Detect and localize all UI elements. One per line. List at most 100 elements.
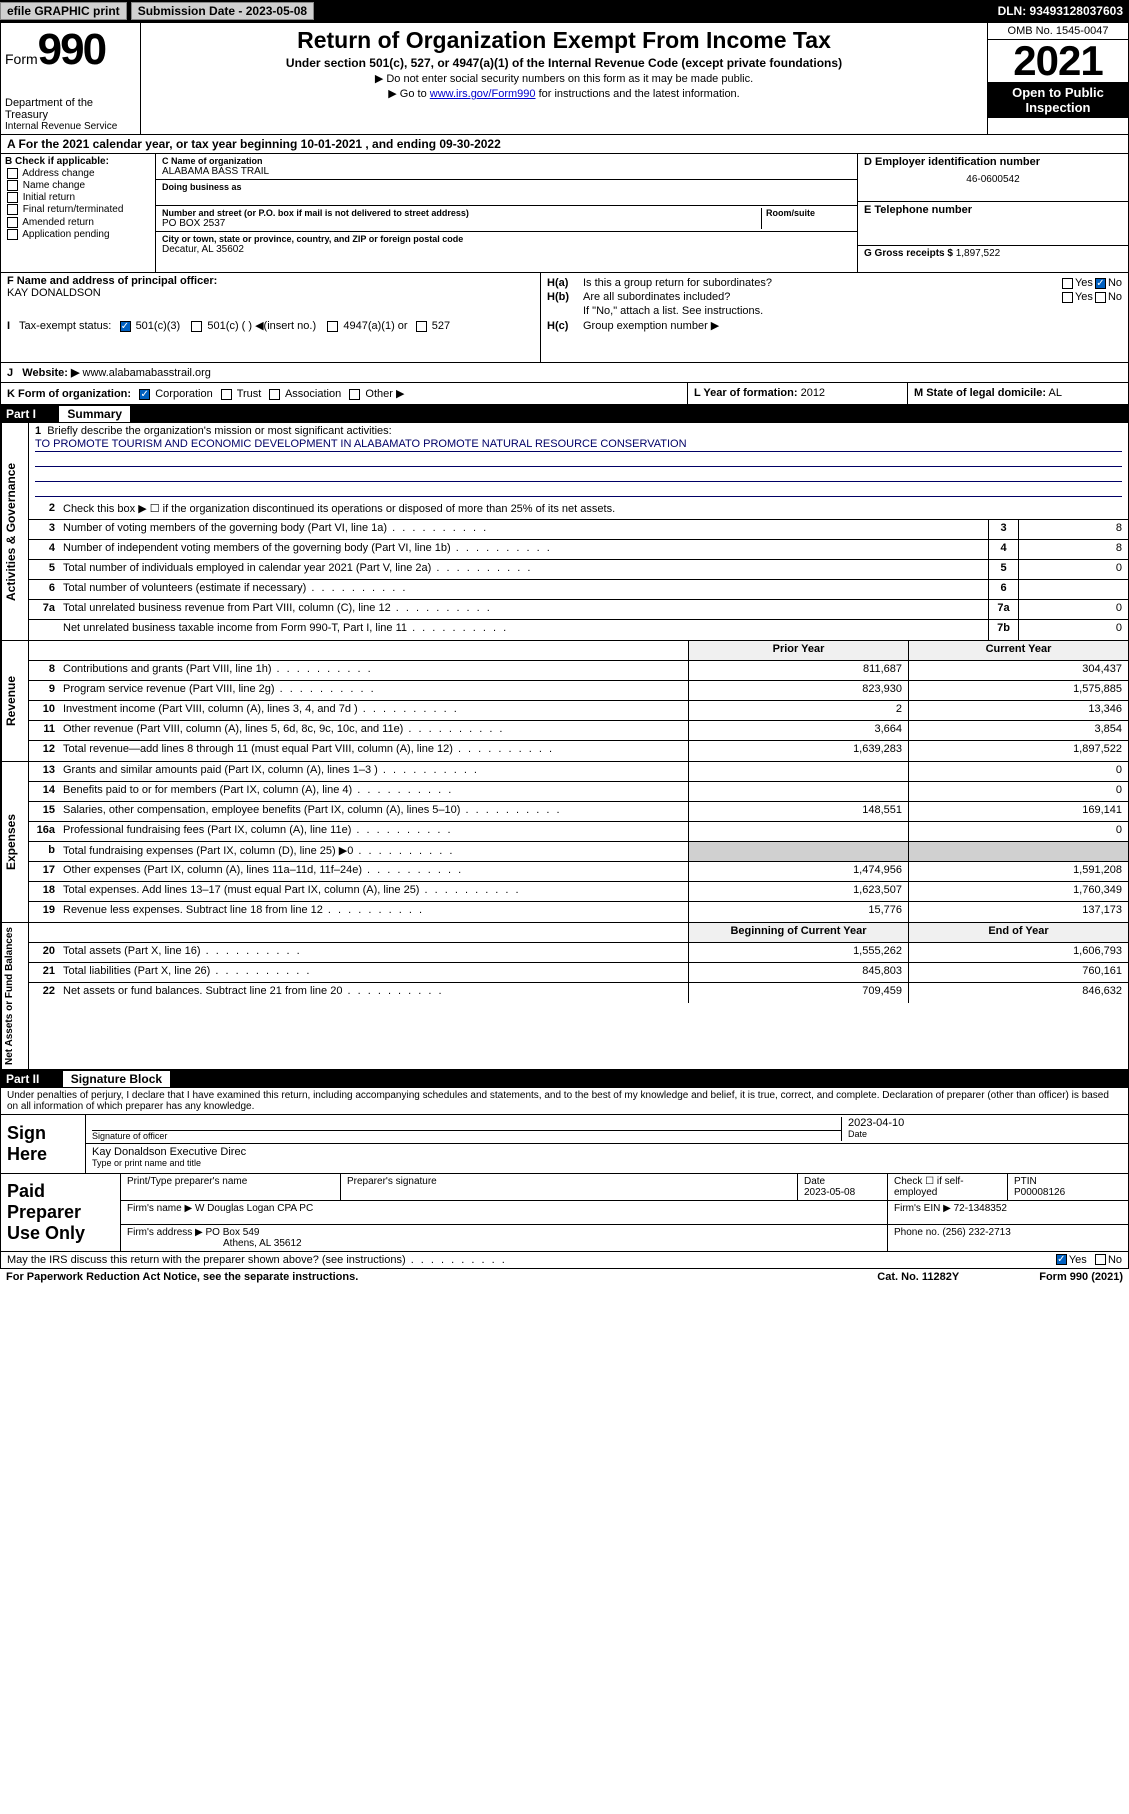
- sig-date: 2023-04-10: [848, 1117, 1122, 1129]
- submission-label: Submission Date -: [138, 4, 246, 18]
- box-b-title: B Check if applicable:: [5, 156, 151, 167]
- submission-date: 2023-05-08: [246, 4, 307, 18]
- cb-address-change[interactable]: Address change: [5, 168, 151, 179]
- discuss-no[interactable]: [1095, 1254, 1106, 1265]
- table-row: 20Total assets (Part X, line 16)1,555,26…: [29, 943, 1128, 963]
- hb-text: Are all subordinates included?: [583, 291, 1060, 303]
- city-cell: City or town, state or province, country…: [156, 232, 857, 258]
- ha-no[interactable]: [1095, 278, 1106, 289]
- cb-application-pending[interactable]: Application pending: [5, 229, 151, 240]
- part2-title: Signature Block: [63, 1071, 170, 1087]
- dba-cell: Doing business as: [156, 180, 857, 206]
- table-row: bTotal fundraising expenses (Part IX, co…: [29, 842, 1128, 862]
- ptin-val: P00008126: [1014, 1187, 1065, 1198]
- table-row: 11Other revenue (Part VIII, column (A), …: [29, 721, 1128, 741]
- part1-header: Part I Summary: [0, 405, 1129, 423]
- year-formation-value: 2012: [801, 387, 825, 399]
- form990-link[interactable]: www.irs.gov/Form990: [430, 88, 536, 100]
- domicile-label: M State of legal domicile:: [914, 387, 1046, 399]
- bottom-line: For Paperwork Reduction Act Notice, see …: [0, 1269, 1129, 1285]
- box-h: H(a)Is this a group return for subordina…: [541, 273, 1128, 362]
- mission-line-3: [35, 468, 1122, 482]
- section-fh: F Name and address of principal officer:…: [0, 273, 1129, 363]
- cb-4947[interactable]: [327, 321, 338, 332]
- sig-officer-label: Signature of officer: [92, 1131, 841, 1141]
- discuss-row: May the IRS discuss this return with the…: [0, 1252, 1129, 1269]
- q2-text: Check this box ▶ ☐ if the organization d…: [59, 500, 1128, 519]
- table-row: 10Investment income (Part VIII, column (…: [29, 701, 1128, 721]
- part2-header: Part II Signature Block: [0, 1070, 1129, 1088]
- phone-cell: E Telephone number: [858, 202, 1128, 246]
- submission-button[interactable]: Submission Date - 2023-05-08: [131, 2, 314, 20]
- cb-501c[interactable]: [191, 321, 202, 332]
- gross-label: G Gross receipts $: [864, 248, 953, 259]
- form-org-label: K Form of organization:: [7, 388, 131, 400]
- goto-pre: ▶ Go to: [388, 88, 429, 100]
- firm-city: Athens, AL 35612: [127, 1238, 302, 1249]
- table-row: 4Number of independent voting members of…: [29, 540, 1128, 560]
- part1-num: Part I: [6, 407, 36, 421]
- mission-block: 1 Briefly describe the organization's mi…: [29, 423, 1128, 500]
- form-number: Form990: [5, 25, 136, 75]
- cb-initial-return[interactable]: Initial return: [5, 192, 151, 203]
- exp-section: Expenses 13Grants and similar amounts pa…: [0, 762, 1129, 923]
- q1-text: Briefly describe the organization's miss…: [47, 425, 391, 437]
- hb-no[interactable]: [1095, 292, 1106, 303]
- city: Decatur, AL 35602: [162, 244, 851, 255]
- table-row: 22Net assets or fund balances. Subtract …: [29, 983, 1128, 1003]
- org-name: ALABAMA BASS TRAIL: [162, 166, 851, 177]
- table-row: 15Salaries, other compensation, employee…: [29, 802, 1128, 822]
- domicile-value: AL: [1048, 387, 1061, 399]
- gov-section: Activities & Governance 1 Briefly descri…: [0, 423, 1129, 641]
- form-title: Return of Organization Exempt From Incom…: [147, 27, 981, 54]
- table-row: 5Total number of individuals employed in…: [29, 560, 1128, 580]
- efile-button[interactable]: efile GRAPHIC print: [0, 2, 127, 20]
- paid-preparer-section: Paid Preparer Use Only Print/Type prepar…: [1, 1173, 1128, 1251]
- city-label: City or town, state or province, country…: [162, 234, 851, 244]
- signature-block: Under penalties of perjury, I declare th…: [0, 1088, 1129, 1252]
- goto-post: for instructions and the latest informat…: [536, 88, 740, 100]
- rev-section: Revenue Prior YearCurrent Year 8Contribu…: [0, 641, 1129, 762]
- org-name-cell: C Name of organization ALABAMA BASS TRAI…: [156, 154, 857, 180]
- cb-other[interactable]: [349, 389, 360, 400]
- cb-name-change[interactable]: Name change: [5, 180, 151, 191]
- address: PO BOX 2537: [162, 218, 761, 229]
- perjury-text: Under penalties of perjury, I declare th…: [1, 1088, 1128, 1114]
- side-rev: Revenue: [1, 641, 29, 761]
- hdr-curr: Current Year: [908, 641, 1128, 660]
- row-a-period: A For the 2021 calendar year, or tax yea…: [0, 135, 1129, 154]
- box-f: F Name and address of principal officer:…: [1, 273, 541, 362]
- cb-corporation[interactable]: [139, 389, 150, 400]
- side-gov: Activities & Governance: [1, 423, 29, 640]
- hdr-end: End of Year: [908, 923, 1128, 942]
- hdr-beg: Beginning of Current Year: [688, 923, 908, 942]
- form-subtitle: Under section 501(c), 527, or 4947(a)(1)…: [147, 56, 981, 70]
- hb-yes[interactable]: [1062, 292, 1073, 303]
- year-formation-label: L Year of formation:: [694, 387, 798, 399]
- part1-title: Summary: [59, 406, 130, 422]
- cb-final-return[interactable]: Final return/terminated: [5, 204, 151, 215]
- website-label: Website: ▶: [22, 367, 79, 379]
- discuss-yes[interactable]: [1056, 1254, 1067, 1265]
- cb-trust[interactable]: [221, 389, 232, 400]
- table-row: 19Revenue less expenses. Subtract line 1…: [29, 902, 1128, 922]
- cb-501c3[interactable]: [120, 321, 131, 332]
- side-net: Net Assets or Fund Balances: [1, 923, 29, 1069]
- cb-527[interactable]: [416, 321, 427, 332]
- cb-amended-return[interactable]: Amended return: [5, 217, 151, 228]
- box-l: L Year of formation: 2012: [688, 383, 908, 404]
- section-klm: K Form of organization: Corporation Trus…: [0, 383, 1129, 405]
- form-note2: ▶ Go to www.irs.gov/Form990 for instruct…: [147, 87, 981, 100]
- gross-value: 1,897,522: [956, 248, 1001, 259]
- irs-label: Internal Revenue Service: [5, 121, 136, 132]
- website-value: www.alabamabasstrail.org: [83, 367, 211, 379]
- ha-yes[interactable]: [1062, 278, 1073, 289]
- table-row: 3Number of voting members of the governi…: [29, 520, 1128, 540]
- cb-association[interactable]: [269, 389, 280, 400]
- firm-ein: 72-1348352: [954, 1203, 1007, 1214]
- header-mid: Return of Organization Exempt From Incom…: [141, 23, 988, 134]
- firm-name-lbl: Firm's name ▶: [127, 1203, 192, 1214]
- prep-self-emp: Check ☐ if self-employed: [888, 1174, 1008, 1200]
- form-990-num: 990: [38, 25, 105, 74]
- section-bcde: B Check if applicable: Address change Na…: [0, 154, 1129, 273]
